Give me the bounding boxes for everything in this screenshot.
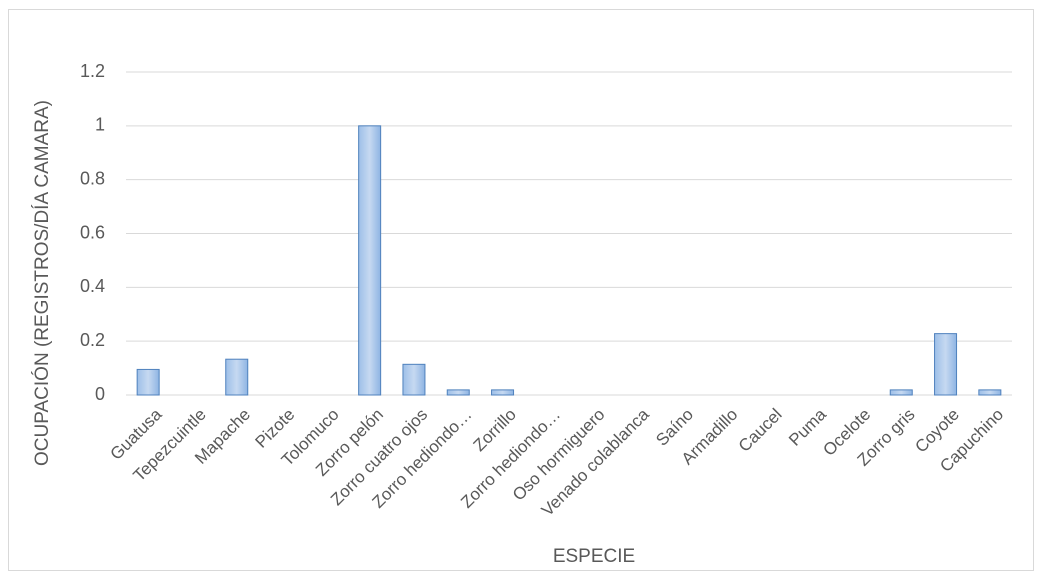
bar <box>226 359 248 395</box>
gridlines <box>126 72 1012 395</box>
y-tick-label: 0.4 <box>80 276 105 296</box>
bar <box>359 126 381 395</box>
y-tick-label: 0 <box>95 384 105 404</box>
x-category-label: Caucel <box>735 405 786 456</box>
bar <box>979 390 1001 395</box>
y-tick-label: 0.6 <box>80 222 105 242</box>
bar <box>935 334 957 395</box>
y-axis-ticks: 0 0.2 0.4 0.6 0.8 1 1.2 <box>80 61 105 404</box>
x-axis-title: ESPECIE <box>553 546 635 567</box>
bar <box>403 364 425 395</box>
y-tick-label: 1.2 <box>80 61 105 81</box>
bars <box>137 126 1001 395</box>
y-tick-label: 0.2 <box>80 330 105 350</box>
y-tick-label: 1 <box>95 115 105 135</box>
bar <box>492 390 514 395</box>
bar <box>447 390 469 395</box>
y-axis-title: OCUPACIÓN (REGISTROS/DÍA CAMARA) <box>31 100 53 466</box>
bar <box>137 369 159 395</box>
x-axis-categories: GuatusaTepezcuintleMapachePizoteTolomuco… <box>107 404 1008 519</box>
y-tick-label: 0.8 <box>80 168 105 188</box>
bar <box>890 390 912 395</box>
